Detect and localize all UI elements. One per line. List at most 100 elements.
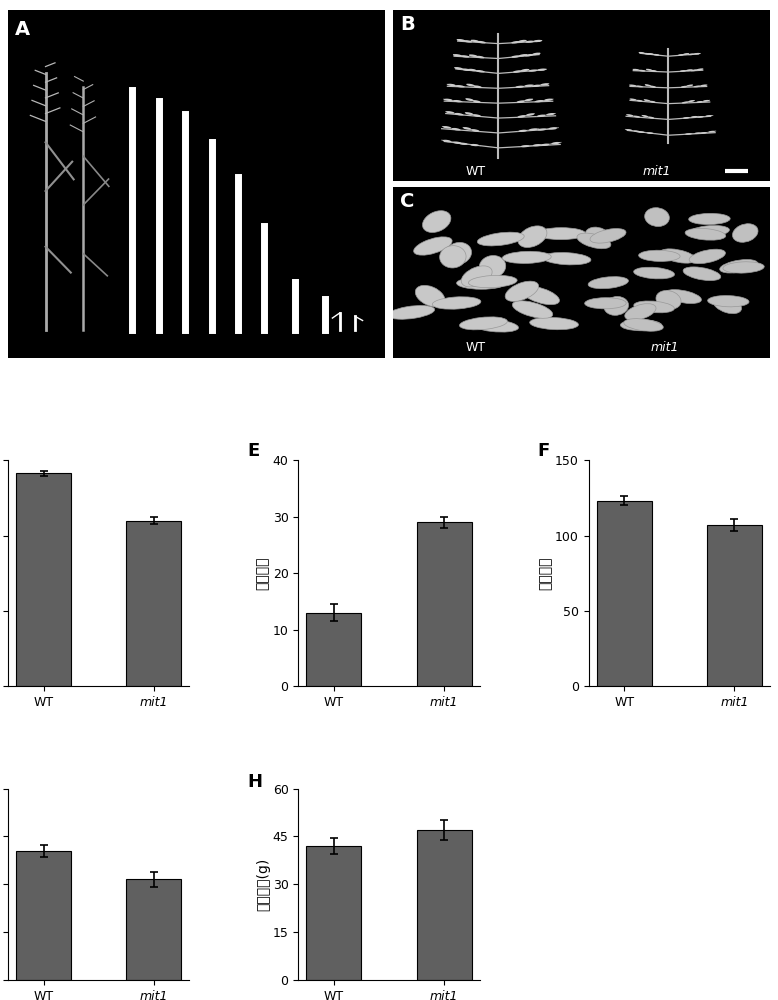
Ellipse shape [478,232,524,246]
Bar [416,522,471,686]
Ellipse shape [620,320,662,331]
Ellipse shape [653,54,660,56]
Ellipse shape [694,53,700,55]
Ellipse shape [443,140,451,142]
Ellipse shape [538,128,546,131]
Ellipse shape [682,101,689,103]
Ellipse shape [433,297,481,309]
Ellipse shape [515,86,524,88]
Ellipse shape [446,111,454,114]
Y-axis label: 单株产量(g): 单株产量(g) [256,858,270,911]
Bar [707,525,762,686]
Ellipse shape [537,115,545,117]
Ellipse shape [453,141,461,144]
Bar [597,501,652,686]
Ellipse shape [656,291,681,309]
Text: mit1: mit1 [643,165,671,178]
Ellipse shape [468,275,517,288]
Ellipse shape [526,113,534,116]
Ellipse shape [456,85,464,87]
Ellipse shape [700,85,707,86]
Ellipse shape [511,41,520,43]
Ellipse shape [463,127,471,130]
Ellipse shape [590,229,626,243]
Ellipse shape [517,115,526,118]
Text: H: H [247,773,262,791]
Ellipse shape [518,40,527,42]
Ellipse shape [650,86,656,88]
Ellipse shape [633,116,640,118]
Ellipse shape [645,84,651,86]
Ellipse shape [703,100,710,102]
Ellipse shape [638,131,645,133]
Ellipse shape [444,99,453,101]
Ellipse shape [459,143,468,145]
Ellipse shape [471,40,479,42]
Ellipse shape [465,98,474,101]
Ellipse shape [642,115,648,117]
Ellipse shape [664,290,702,304]
Text: mit1: mit1 [650,341,678,354]
Ellipse shape [633,267,675,279]
Ellipse shape [694,86,700,87]
Ellipse shape [477,41,485,43]
Ellipse shape [624,319,664,331]
Ellipse shape [688,54,695,55]
Ellipse shape [454,100,462,102]
Ellipse shape [723,262,764,273]
Ellipse shape [529,128,538,131]
Ellipse shape [689,213,731,225]
Ellipse shape [683,267,720,281]
Ellipse shape [457,277,506,289]
Ellipse shape [452,128,461,130]
Ellipse shape [440,246,466,268]
Ellipse shape [454,67,463,70]
Ellipse shape [470,144,479,146]
Ellipse shape [680,70,686,72]
Ellipse shape [708,296,749,307]
Ellipse shape [469,54,478,57]
Ellipse shape [542,253,591,265]
Ellipse shape [535,100,544,102]
Ellipse shape [519,54,527,57]
Ellipse shape [471,129,479,132]
Ellipse shape [513,70,521,73]
Ellipse shape [532,85,541,87]
Ellipse shape [464,40,472,43]
Ellipse shape [634,301,675,313]
Ellipse shape [538,69,546,71]
Ellipse shape [546,113,555,115]
Ellipse shape [473,114,481,117]
Ellipse shape [639,52,645,54]
Ellipse shape [636,100,643,102]
Ellipse shape [517,100,525,103]
Ellipse shape [643,53,650,55]
Bar [16,473,71,686]
Bar [126,521,181,686]
Ellipse shape [633,69,640,71]
Ellipse shape [474,85,482,88]
Ellipse shape [650,101,656,103]
Ellipse shape [660,249,696,263]
Ellipse shape [584,298,626,309]
Ellipse shape [686,69,692,71]
Bar [307,613,362,686]
Ellipse shape [462,68,471,71]
Ellipse shape [540,83,548,86]
Ellipse shape [453,54,461,56]
Ellipse shape [733,224,758,242]
Ellipse shape [629,85,636,86]
Ellipse shape [683,117,689,119]
Ellipse shape [513,301,552,318]
Ellipse shape [479,256,506,278]
Ellipse shape [713,296,741,314]
Ellipse shape [476,70,485,72]
Ellipse shape [511,55,520,58]
Ellipse shape [471,319,518,332]
Ellipse shape [460,317,507,330]
Ellipse shape [709,131,715,133]
Ellipse shape [447,84,456,86]
Ellipse shape [388,306,435,319]
Ellipse shape [552,142,560,144]
Ellipse shape [639,70,645,72]
